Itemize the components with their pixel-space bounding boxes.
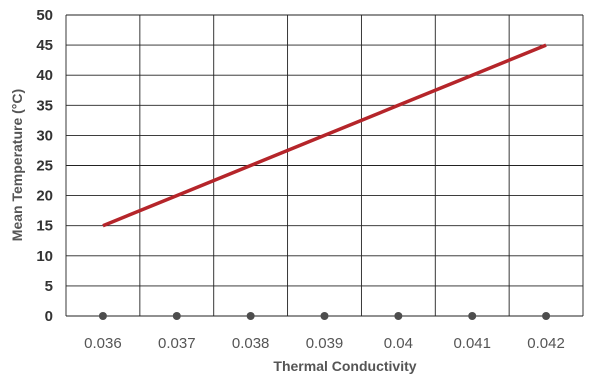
x-tick-label: 0.041 [453,335,491,352]
x-tick-label: 0.037 [158,335,196,352]
y-axis-ticks: 0 5 10 15 20 25 30 35 40 45 50 [36,7,53,325]
x-tick-label: 0.038 [232,335,270,352]
data-point [468,312,477,320]
x-axis-ticks: 0.036 0.037 0.038 0.039 0.04 0.041 0.042 [84,335,565,352]
y-tick-label: 35 [36,97,53,114]
data-point [98,312,107,320]
data-point [172,312,181,320]
x-tick-label: 0.042 [527,335,565,352]
y-tick-label: 0 [45,308,53,325]
y-axis-title: Mean Temperature (°C) [9,89,25,241]
x-tick-label: 0.036 [84,335,122,352]
y-tick-label: 50 [36,7,53,24]
x-tick-label: 0.04 [384,335,413,352]
data-point [394,312,403,320]
grid [65,14,584,317]
y-tick-label: 15 [36,218,53,235]
y-tick-label: 30 [36,127,53,144]
series-layer [102,43,547,228]
y-tick-label: 45 [36,37,53,54]
baseline-points [98,312,551,320]
series-line [102,43,547,228]
y-tick-label: 20 [36,188,53,205]
y-tick-label: 10 [36,248,53,265]
y-tick-label: 25 [36,158,53,175]
y-tick-label: 5 [45,278,53,295]
y-tick-label: 40 [36,67,53,84]
data-point [542,312,551,320]
data-point [246,312,255,320]
x-tick-label: 0.039 [306,335,344,352]
x-axis-title: Thermal Conductivity [273,358,416,374]
data-point [320,312,329,320]
